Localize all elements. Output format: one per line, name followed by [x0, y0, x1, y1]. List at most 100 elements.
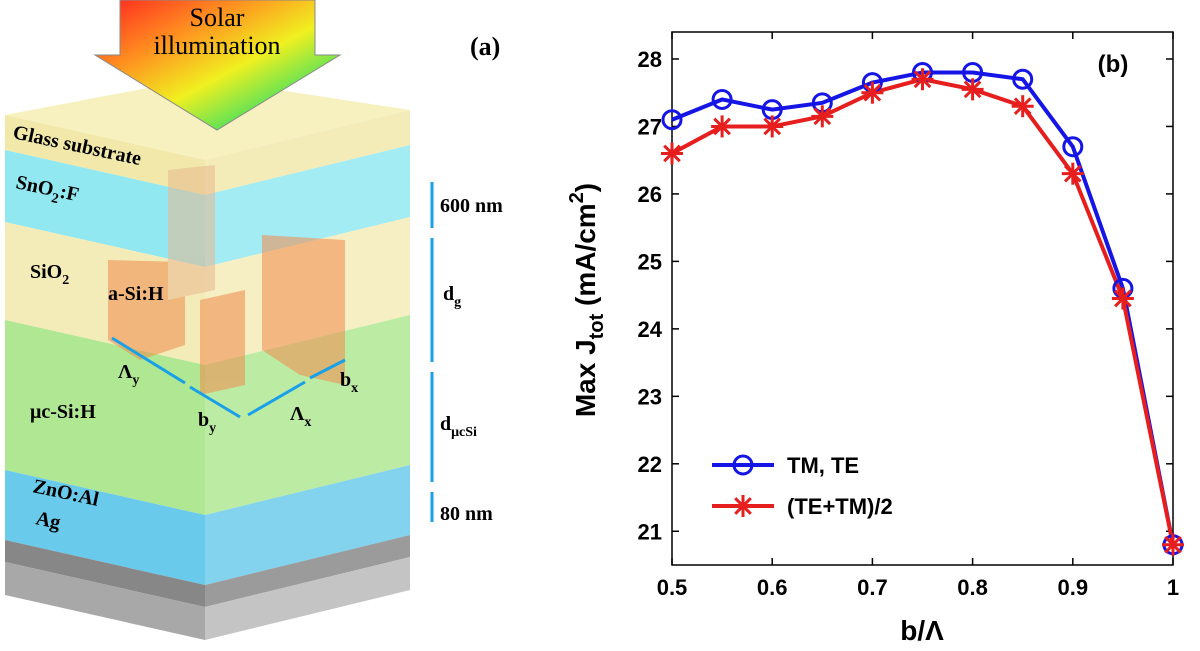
arrow-label: illumination [153, 31, 280, 60]
data-point [1012, 68, 1034, 90]
y-label-sub: tot [586, 313, 608, 339]
arrow-label: Solar [190, 3, 245, 32]
pillars [108, 165, 345, 395]
data-point [911, 68, 934, 91]
marker-stroke [963, 80, 982, 99]
diagram-label: Ag [34, 507, 62, 534]
y-tick-label: 26 [638, 182, 662, 207]
marker-stroke [1063, 164, 1082, 183]
device-diagram: Solar illumination (a) Glass substrateSn… [5, 0, 503, 640]
x-axis-label: b/Λ [900, 615, 944, 646]
label-part: Λ [290, 403, 305, 425]
y-label-part: Max J [570, 339, 601, 417]
series-line [671, 77, 1175, 546]
label-part: 80 nm [440, 503, 493, 525]
legend-label: (TE+TM)/2 [787, 494, 893, 519]
label-sub: 2 [62, 273, 69, 288]
y-tick-label: 25 [638, 249, 662, 274]
diagram-label: SiO2 [30, 261, 69, 288]
data-point [1011, 95, 1034, 118]
label-sub: x [304, 415, 311, 430]
y-tick-label: 27 [638, 114, 662, 139]
panel-label: (a) [470, 32, 500, 61]
data-point [1062, 136, 1084, 158]
x-tick-label: 0.8 [957, 575, 988, 600]
legend-label: TM, TE [787, 453, 859, 478]
label-part: :F [58, 181, 81, 206]
layer-side [205, 110, 410, 195]
illumination-arrow [93, 0, 342, 131]
label-part: 600 nm [440, 195, 503, 217]
marker-stroke [1013, 97, 1032, 116]
y-tick-label: 22 [638, 452, 662, 477]
pillar [200, 290, 245, 395]
chart: (b) b/Λ Max Jtot (mA/cm2) 21222324252627… [566, 31, 1184, 646]
layer-side [205, 535, 410, 607]
diagram-label: dμcSi [440, 413, 477, 440]
x-tick-label: 0.7 [857, 575, 888, 600]
marker-stroke [663, 144, 681, 163]
diagram-label: 600 nm [440, 195, 503, 217]
label-part: d [440, 413, 451, 435]
marker-stroke [713, 117, 731, 136]
marker-stroke [1164, 535, 1182, 554]
label-part: Ag [34, 507, 62, 534]
data-point [711, 115, 734, 138]
data-point [761, 115, 784, 138]
label-sub: y [209, 421, 216, 436]
label-sub: g [454, 295, 461, 310]
data-point [961, 78, 984, 101]
y-label-part: ) [570, 183, 601, 192]
layer-stack [5, 78, 410, 640]
dim-arrow [189, 385, 241, 419]
layer-front [5, 540, 205, 607]
y-tick-label: 28 [638, 47, 662, 72]
layer-front [5, 470, 205, 585]
marker-stroke [734, 497, 752, 515]
y-label-part: (mA/cm [570, 203, 601, 313]
y-tick-label: 24 [638, 317, 663, 342]
label-part: b [198, 409, 209, 431]
pillar [168, 165, 215, 300]
y-label-sup: 2 [566, 192, 588, 203]
label-part: b [340, 369, 351, 391]
diagram-label: dg [443, 283, 461, 310]
label-sub: y [132, 373, 139, 388]
diagram-label: Λy [118, 361, 139, 388]
marker-stroke [1114, 289, 1132, 308]
data-point [661, 109, 683, 131]
base-side [205, 557, 410, 640]
dim-arrow [111, 336, 186, 385]
y-axis-label: Max Jtot (mA/cm2) [566, 183, 608, 417]
base-front [5, 562, 205, 640]
dimension-arrows [111, 182, 434, 522]
data-point [661, 142, 683, 165]
y-tick-label: 23 [638, 384, 662, 409]
x-tick-label: 0.5 [657, 575, 688, 600]
diagram-label: 80 nm [440, 503, 493, 525]
marker-stroke [763, 117, 782, 136]
layer-side [205, 315, 410, 515]
data-point [711, 88, 733, 110]
x-tick-label: 0.9 [1058, 575, 1089, 600]
pillar [262, 235, 345, 385]
dim-arrow [247, 380, 306, 417]
marker-stroke [913, 70, 932, 89]
layer-side [205, 145, 410, 267]
dim-arrow [309, 358, 346, 380]
diagram-label: by [198, 409, 216, 436]
layer-side [205, 465, 410, 585]
data-point [811, 105, 834, 128]
diagram-label: μc-Si:H [30, 401, 96, 423]
pillar [108, 260, 185, 360]
diagram-label: a-Si:H [108, 283, 164, 305]
data-point [1061, 162, 1084, 185]
label-part: Λ [118, 361, 133, 383]
y-tick-label: 21 [638, 519, 662, 544]
diagram-label: Λx [290, 403, 311, 430]
x-tick-label: 0.6 [757, 575, 788, 600]
data-point [1111, 287, 1134, 310]
label-sub: 2 [50, 191, 60, 207]
legend-marker [732, 495, 754, 517]
data-point [1162, 533, 1184, 556]
